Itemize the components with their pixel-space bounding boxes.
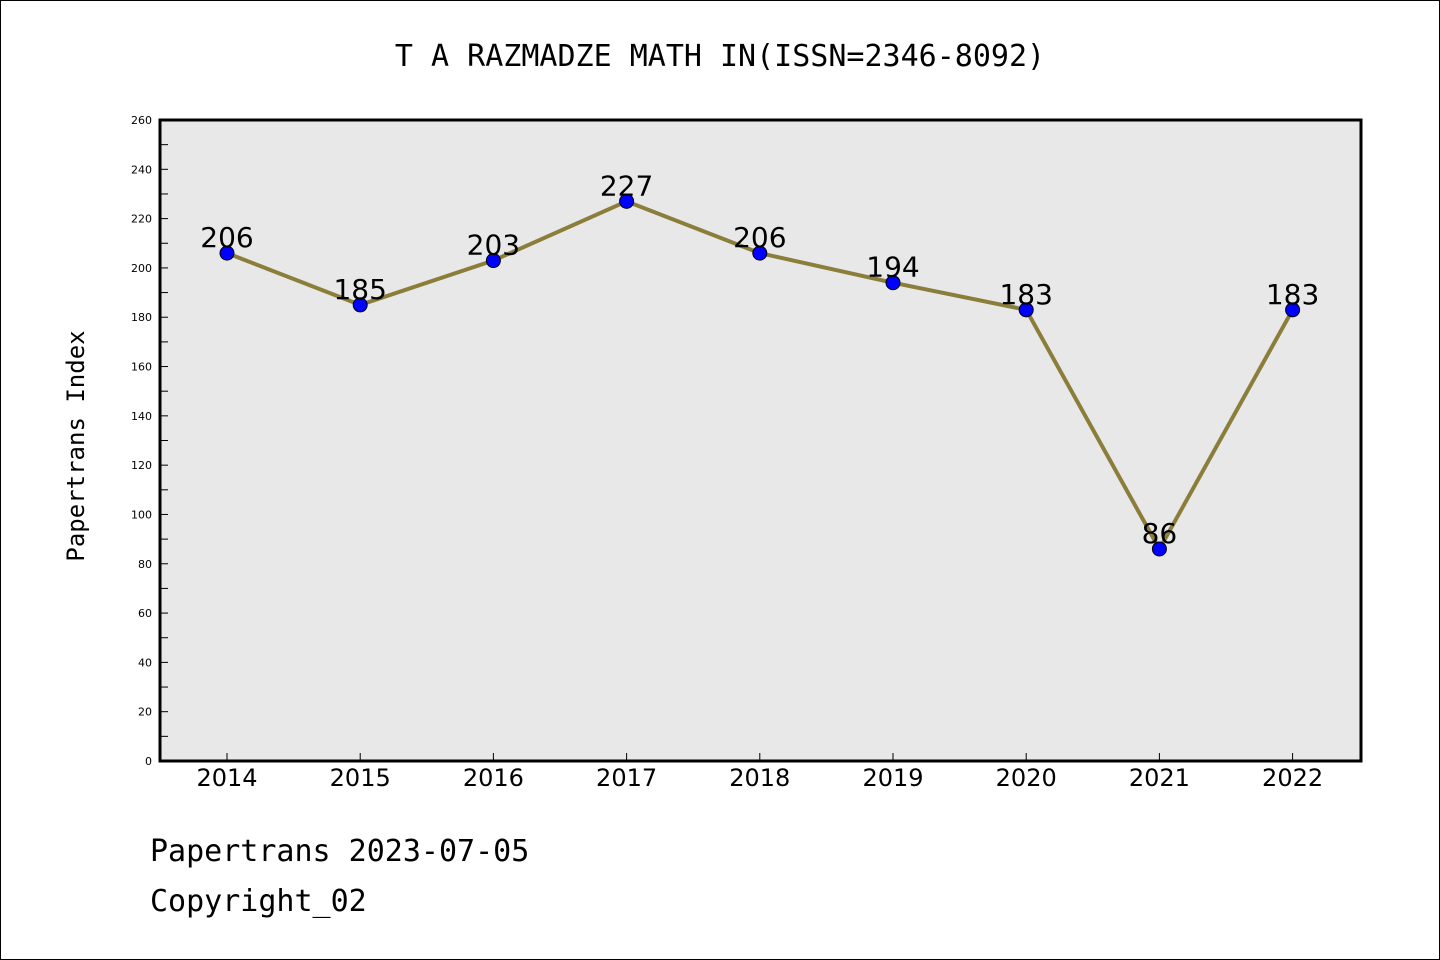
y-tick-label: 200 <box>131 262 152 275</box>
y-axis-label: Papertrans Index <box>62 330 90 561</box>
data-label: 86 <box>1142 517 1178 550</box>
x-axis-ticks: 2014 2015 2016 2017 2018 2019 2020 2021 2022 <box>196 753 1323 792</box>
y-tick-label: 80 <box>138 558 152 571</box>
data-point <box>1018 302 1034 318</box>
y-tick-label: 100 <box>131 508 152 521</box>
data-point <box>1151 541 1167 557</box>
y-tick-label: 180 <box>131 311 152 324</box>
data-label: 203 <box>467 229 520 262</box>
y-tick-label: 0 <box>145 755 152 768</box>
x-tick-label: 2017 <box>596 764 657 792</box>
data-label: 183 <box>999 278 1052 311</box>
data-labels: 206 185 203 227 206 194 183 86 183 <box>200 169 1319 550</box>
footer-copyright: Copyright_02 <box>150 884 367 919</box>
y-tick-label: 160 <box>131 361 152 374</box>
data-point <box>219 245 235 261</box>
x-tick-label: 2016 <box>463 764 524 792</box>
x-tick-label: 2014 <box>196 764 257 792</box>
data-label: 185 <box>333 273 386 306</box>
y-tick-label: 240 <box>131 163 152 176</box>
series-markers <box>219 193 1301 557</box>
data-point <box>885 275 901 291</box>
data-label: 227 <box>600 169 653 202</box>
data-point <box>352 297 368 313</box>
plot-area <box>158 118 1363 763</box>
data-point <box>752 245 768 261</box>
chart-title: T A RAZMADZE MATH IN(ISSN=2346-8092) <box>395 39 1045 74</box>
y-tick-label: 40 <box>138 656 152 669</box>
data-label: 183 <box>1266 278 1319 311</box>
y-tick-label: 220 <box>131 213 152 226</box>
x-tick-label: 2022 <box>1262 764 1323 792</box>
y-tick-label: 260 <box>131 114 152 127</box>
data-label: 194 <box>866 251 919 284</box>
footer-date: Papertrans 2023-07-05 <box>150 834 530 869</box>
data-label: 206 <box>733 221 786 254</box>
y-tick-label: 120 <box>131 459 152 472</box>
x-tick-label: 2018 <box>729 764 790 792</box>
data-point <box>619 193 635 209</box>
x-tick-label: 2021 <box>1129 764 1190 792</box>
y-tick-label: 140 <box>131 410 152 423</box>
data-point <box>1285 302 1301 318</box>
y-tick-label: 60 <box>138 607 152 620</box>
x-tick-label: 2019 <box>862 764 923 792</box>
x-tick-label: 2020 <box>996 764 1057 792</box>
y-tick-label: 20 <box>138 706 152 719</box>
data-label: 206 <box>200 221 253 254</box>
data-point <box>485 253 501 269</box>
x-tick-label: 2015 <box>330 764 391 792</box>
y-axis-ticks: 0 20 40 60 80 100 120 140 160 180 200 220 240 260 <box>131 114 168 768</box>
